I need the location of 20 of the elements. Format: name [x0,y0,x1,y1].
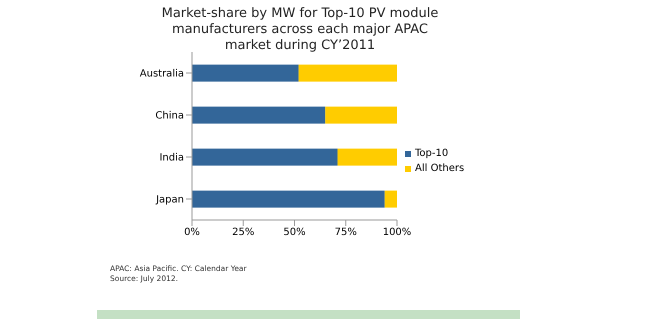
bar [325,106,397,124]
bar [338,148,397,166]
legend-label: Top-10 [415,147,448,161]
y-tick-label: China [155,110,184,122]
legend-label: All Others [415,162,464,176]
x-tick-label: 0% [184,227,200,238]
bar [192,106,326,124]
bar [192,64,299,82]
x-tick-label: 25% [232,227,254,238]
bar [384,190,397,208]
y-tick-label: Japan [155,194,184,206]
bar [298,64,397,82]
x-tick-label: 50% [283,227,306,238]
x-tick-label: 100% [382,227,412,238]
bar [192,190,385,208]
chart-title: Market-share by MW for Top-10 PV module manufacturers across each major APAC market during CY’2011 [160,6,440,54]
x-tick-label: 75% [334,227,357,238]
y-tick-label: Australia [140,68,184,80]
bar [192,148,338,166]
y-tick-label: India [159,152,184,164]
